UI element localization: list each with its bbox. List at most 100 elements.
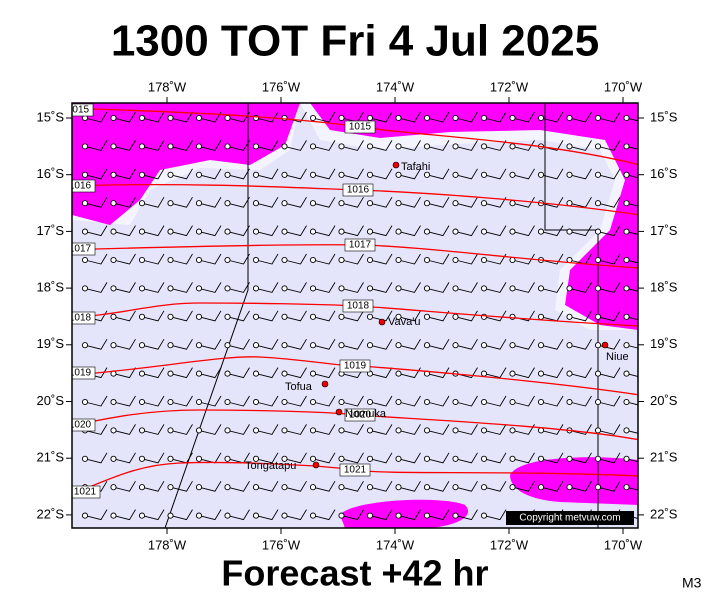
barb xyxy=(170,424,193,435)
station xyxy=(252,285,260,292)
station xyxy=(195,370,203,377)
barb xyxy=(597,480,621,492)
barb xyxy=(198,424,222,435)
barb xyxy=(170,140,193,151)
barb xyxy=(255,310,279,322)
barb xyxy=(569,424,592,435)
station xyxy=(623,171,630,178)
barb xyxy=(170,509,193,521)
station xyxy=(81,285,89,292)
barb xyxy=(540,367,564,379)
barb xyxy=(426,367,450,379)
barb xyxy=(369,310,393,322)
station xyxy=(224,256,231,264)
barb xyxy=(597,310,621,322)
station xyxy=(366,512,374,519)
station xyxy=(594,342,602,349)
lon-label: 170˚W xyxy=(604,79,643,94)
barb xyxy=(113,196,136,208)
station xyxy=(224,398,231,406)
station xyxy=(509,484,516,491)
station xyxy=(366,228,374,235)
lat-label: 16˚S xyxy=(37,166,65,181)
barb xyxy=(626,401,638,406)
barb xyxy=(626,287,638,292)
place-label: Tafahi xyxy=(401,161,430,173)
isobar-label-box xyxy=(72,179,96,193)
station xyxy=(623,228,630,235)
station xyxy=(281,256,288,264)
barb xyxy=(398,140,421,151)
station xyxy=(167,171,174,178)
station xyxy=(509,398,516,406)
station xyxy=(252,228,260,235)
station xyxy=(509,313,516,320)
station xyxy=(395,455,402,462)
lat-label: 19˚S xyxy=(37,336,65,351)
barb xyxy=(141,509,165,521)
barb xyxy=(626,202,638,207)
barb xyxy=(255,452,279,464)
boundary-line xyxy=(164,103,249,528)
barb xyxy=(255,338,279,350)
barb xyxy=(312,225,336,237)
barb xyxy=(170,367,193,379)
station xyxy=(338,114,345,122)
station xyxy=(195,427,203,434)
station xyxy=(423,427,431,434)
station xyxy=(309,256,317,264)
station xyxy=(623,285,630,292)
barb xyxy=(369,225,393,237)
barb xyxy=(398,338,421,350)
barb xyxy=(141,395,165,407)
barb xyxy=(455,424,478,435)
station xyxy=(509,455,516,462)
station xyxy=(138,171,146,178)
station xyxy=(309,114,317,122)
barb xyxy=(198,140,222,151)
barb xyxy=(341,310,364,322)
station xyxy=(338,143,345,150)
barb xyxy=(398,395,421,407)
station xyxy=(423,256,431,264)
station xyxy=(594,484,602,491)
barb xyxy=(369,424,393,435)
station xyxy=(224,512,231,519)
station xyxy=(395,313,402,320)
station xyxy=(138,427,146,434)
barb xyxy=(369,395,393,407)
barb xyxy=(369,338,393,350)
isobar-label: 1018 xyxy=(69,313,92,324)
barb xyxy=(512,282,535,293)
barb xyxy=(284,282,307,293)
station xyxy=(338,427,345,434)
station xyxy=(423,484,431,491)
station xyxy=(138,313,146,320)
isobar-label: 1017 xyxy=(349,240,372,251)
station xyxy=(509,256,516,264)
isobar xyxy=(72,461,638,495)
barb xyxy=(227,480,250,492)
station xyxy=(252,398,260,406)
barb xyxy=(198,367,222,379)
barb xyxy=(113,253,136,265)
station xyxy=(395,200,402,207)
barb xyxy=(540,480,564,492)
station xyxy=(537,427,545,434)
lat-label: 20˚S xyxy=(37,393,65,408)
station xyxy=(537,228,545,235)
barb xyxy=(312,253,336,265)
barb xyxy=(597,424,621,435)
barb xyxy=(483,424,507,435)
station xyxy=(338,228,345,235)
station xyxy=(423,313,431,320)
station xyxy=(423,285,431,292)
station xyxy=(338,484,345,491)
barb xyxy=(255,168,279,180)
barb xyxy=(569,168,592,180)
barb xyxy=(312,196,336,208)
station xyxy=(81,512,89,519)
station xyxy=(338,342,345,349)
place-label: Vava'u xyxy=(388,316,420,328)
